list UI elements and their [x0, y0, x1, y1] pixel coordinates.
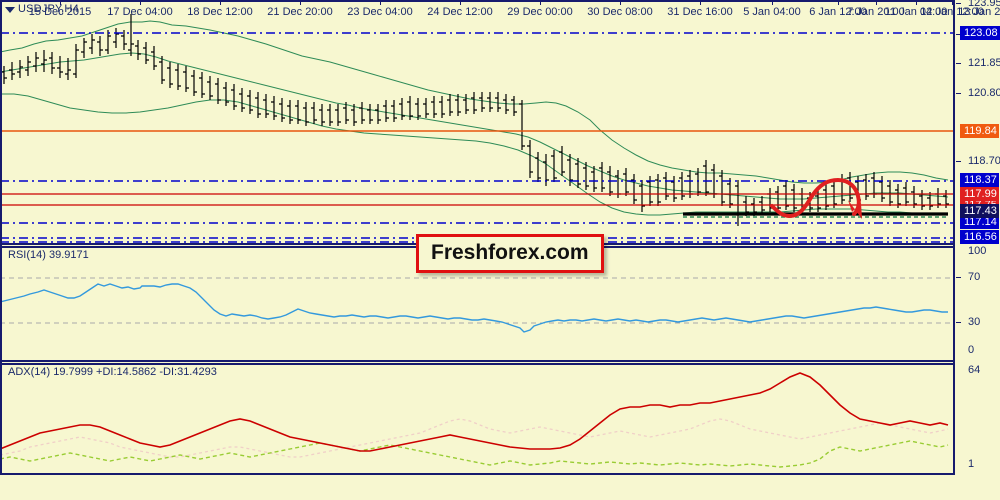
time-label: 30 Dec 08:00 — [587, 6, 653, 18]
price-label-116-56[interactable]: 116.56 — [960, 230, 999, 244]
rsi-tick: 100 — [968, 245, 987, 257]
time-label: 7 Jan 20:00 — [847, 6, 905, 18]
time-label: 17 Dec 04:00 — [107, 6, 173, 18]
rsi-tick: 0 — [968, 344, 975, 356]
time-label: 18 Dec 12:00 — [187, 6, 253, 18]
price-tick: 123.95 — [956, 0, 1000, 10]
price-scale-axis — [953, 0, 955, 475]
time-label: 24 Dec 12:00 — [427, 6, 493, 18]
time-label: 12 Jan 12:00 — [920, 6, 984, 18]
time-label: 21 Dec 20:00 — [267, 6, 333, 18]
time-label: 15 Dec 2015 — [28, 6, 92, 18]
price-label-117-43[interactable]: 117.43 — [960, 204, 999, 218]
price-label-119-84[interactable]: 119.84 — [960, 124, 999, 138]
price-label-123-08[interactable]: 123.08 — [960, 26, 1000, 40]
rsi-tick: 30 — [956, 316, 980, 329]
time-label: 29 Dec 00:00 — [507, 6, 573, 18]
chevron-down-icon[interactable] — [5, 7, 15, 13]
price-tick: 121.85 — [956, 57, 1000, 70]
chart-frame-left — [0, 0, 2, 475]
adx-panel[interactable]: ADX(14) 19.7999 +DI:14.5862 -DI:31.4293 — [0, 363, 1000, 475]
price-label-117-14[interactable]: 117.14 — [960, 215, 999, 229]
panel-border-top — [0, 0, 955, 2]
adx-tick: 64 — [968, 364, 981, 376]
panel-border-bottom — [0, 473, 955, 475]
price-label-118-37[interactable]: 118.37 — [960, 173, 999, 187]
price-tick: 120.80 — [956, 87, 1000, 100]
adx-indicator-label[interactable]: ADX(14) 19.7999 +DI:14.5862 -DI:31.4293 — [8, 366, 217, 378]
time-label: 13 Jan 20:00 — [958, 6, 1000, 18]
time-label: 31 Dec 16:00 — [667, 6, 733, 18]
price-label-117-99[interactable]: 117.99 — [960, 187, 999, 201]
rsi-indicator-label[interactable]: RSI(14) 39.9171 — [8, 249, 89, 261]
time-label: 6 Jan 12:00 — [809, 6, 867, 18]
panel-separator-adx-top — [0, 363, 955, 365]
adx-tick: 1 — [968, 458, 975, 470]
panel-separator-rsi-adx — [0, 360, 955, 362]
chart-symbol-title[interactable]: USDJPY,H4 — [18, 3, 79, 15]
price-tick: 118.70 — [956, 155, 1000, 168]
time-label: 11 Jan 04:00 — [884, 6, 948, 18]
freshforex-watermark: Freshforex.com — [416, 234, 604, 273]
time-label: 5 Jan 04:00 — [743, 6, 801, 18]
time-label: 23 Dec 04:00 — [347, 6, 413, 18]
rsi-tick: 70 — [956, 271, 980, 284]
